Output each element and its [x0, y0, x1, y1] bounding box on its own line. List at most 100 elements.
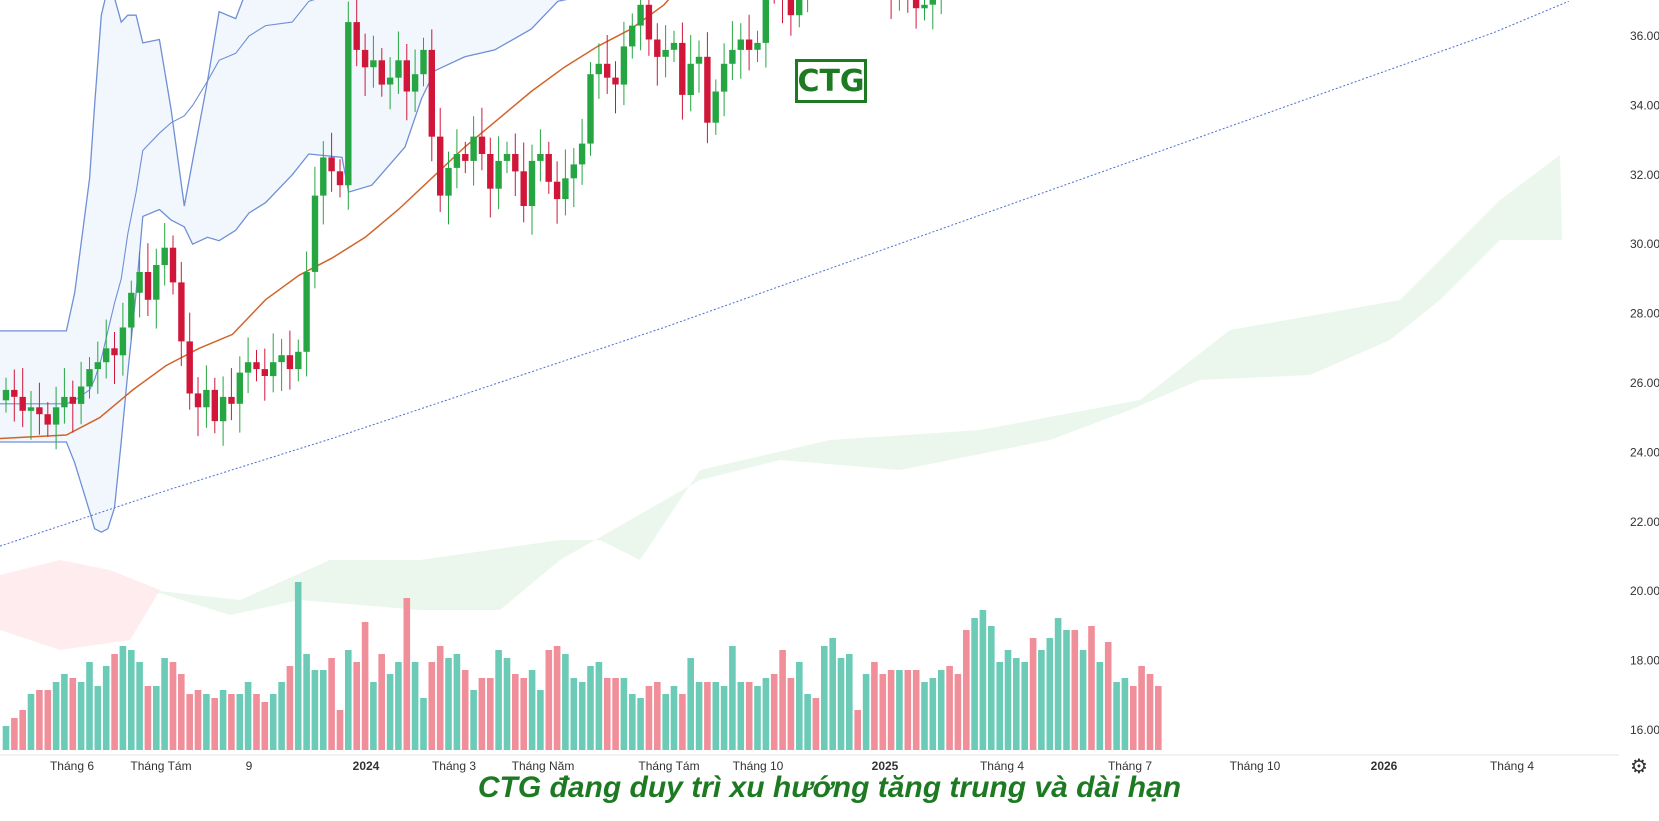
volume-bar	[86, 662, 93, 750]
candle-body	[136, 272, 143, 293]
volume-bar	[61, 674, 68, 750]
volume-bar	[996, 662, 1003, 750]
volume-bar	[503, 658, 511, 750]
candle-body	[353, 22, 360, 50]
volume-bar	[2, 726, 10, 750]
volume-bar	[353, 662, 360, 750]
volume-bar	[1113, 682, 1120, 750]
candle-body	[253, 362, 260, 370]
candle-body	[411, 74, 419, 92]
time-tick-label: Tháng Tám	[638, 759, 699, 773]
price-tick-label: 26.00	[1630, 376, 1659, 390]
volume-bar	[119, 646, 127, 750]
volume-bar	[629, 694, 636, 750]
candle-body	[754, 42, 761, 50]
candle-body	[562, 178, 569, 200]
candle-body	[36, 407, 43, 415]
candle-body	[553, 181, 561, 200]
volume-bar	[228, 694, 235, 750]
volume-bar	[979, 610, 987, 750]
candle-body	[194, 393, 202, 408]
volume-bar	[679, 694, 686, 750]
candle-body	[2, 389, 10, 401]
candle-body	[361, 49, 369, 68]
volume-bar	[1038, 650, 1045, 750]
candle-body	[169, 247, 177, 283]
bollinger-fill	[0, 0, 565, 533]
volume-bar	[136, 662, 143, 750]
volume-bar	[1029, 638, 1037, 750]
volume-bar	[128, 650, 135, 750]
volume-bar	[470, 690, 477, 750]
volume-bar	[1138, 666, 1145, 750]
candle-body	[645, 4, 653, 40]
volume-bar	[311, 670, 319, 750]
candle-body	[261, 369, 268, 376]
volume-bar	[1079, 650, 1087, 750]
volume-bar	[261, 702, 269, 750]
volume-bar	[662, 694, 669, 750]
candle-body	[729, 49, 736, 64]
candle-body	[796, 0, 803, 16]
volume-bar	[762, 678, 770, 750]
volume-bar	[52, 682, 60, 750]
volume-bar	[904, 670, 912, 750]
volume-bar	[879, 674, 887, 750]
volume-bar	[378, 654, 385, 750]
candle-body	[295, 351, 302, 370]
volume-bar	[411, 662, 419, 750]
volume-bar	[269, 694, 277, 750]
price-tick-label: 28.00	[1630, 307, 1659, 321]
candle-body	[286, 355, 294, 370]
volume-bar	[520, 678, 527, 750]
candle-body	[153, 265, 160, 300]
volume-bar	[637, 698, 644, 750]
time-axis[interactable]: Tháng 6 Tháng Tám 9 2024 Tháng 3 Tháng Năm Thá…	[0, 754, 1619, 773]
candle-body	[654, 39, 661, 57]
volume-bar	[77, 682, 85, 750]
volume-bar	[687, 658, 694, 750]
candle-body	[336, 171, 344, 186]
volume-bar	[203, 694, 210, 750]
volume-bar	[562, 654, 569, 750]
candle-body	[437, 136, 444, 196]
volume-bar	[796, 662, 803, 750]
candle-body	[537, 154, 544, 161]
volume-bar	[971, 618, 978, 750]
candle-body	[478, 136, 486, 154]
candle-body	[570, 164, 577, 179]
volume-bar	[912, 670, 920, 750]
volume-bar	[495, 650, 502, 750]
volume-bar	[11, 718, 18, 750]
candle-body	[545, 154, 552, 182]
candle-body	[637, 4, 644, 26]
candle-body	[704, 56, 711, 123]
chart-caption: CTG đang duy trì xu hướng tăng trung và …	[477, 771, 1182, 804]
candle-body	[186, 341, 193, 394]
candle-body	[144, 272, 152, 300]
candle-body	[128, 292, 135, 328]
volume-bar	[186, 694, 193, 750]
candle-body	[178, 282, 185, 342]
volume-bar	[219, 690, 227, 750]
volume-bar	[94, 686, 102, 750]
settings-gear-icon[interactable]: ⚙	[1630, 756, 1648, 778]
volume-bar	[620, 678, 628, 750]
volume-bar	[278, 682, 285, 750]
candle-body	[921, 4, 928, 9]
candle-body	[587, 74, 594, 144]
volume-bar	[27, 694, 35, 750]
volume-bar	[921, 682, 928, 750]
volume-bar	[436, 646, 444, 750]
volume-bar	[236, 694, 244, 750]
candle-body	[27, 407, 35, 411]
price-axis[interactable]: 16.00 18.00 20.00 22.00 24.00 26.00 28.00 30.00…	[1619, 0, 1659, 737]
candle-body	[86, 369, 93, 387]
time-tick-label: Tháng 4	[980, 759, 1024, 773]
candle-body	[345, 22, 352, 186]
volume-bar	[428, 662, 436, 750]
candle-body	[428, 49, 435, 137]
candle-body	[670, 42, 678, 50]
candle-body	[679, 42, 686, 95]
